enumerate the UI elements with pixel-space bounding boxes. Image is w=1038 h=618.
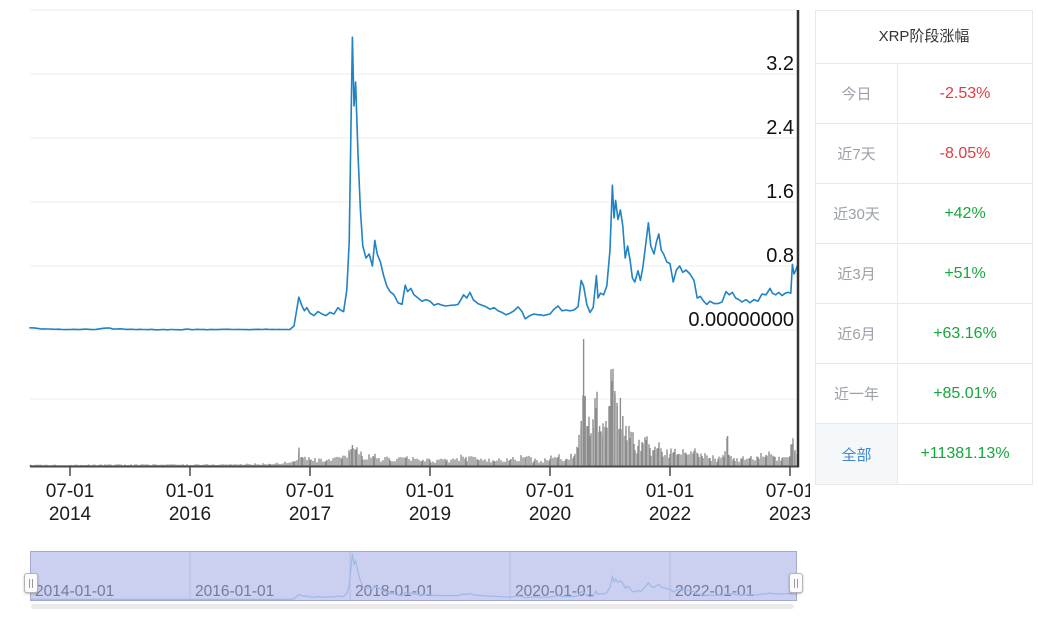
period-row[interactable]: 今日 -2.53%	[816, 64, 1032, 124]
x-tick-label: 2019	[409, 504, 451, 525]
period-row[interactable]: 近7天 -8.05%	[816, 124, 1032, 184]
x-tick-label: 2020	[529, 504, 571, 525]
period-label: 近30天	[816, 184, 898, 243]
period-row[interactable]: 全部 +11381.13%	[816, 424, 1032, 484]
x-tick-label: 2016	[169, 504, 211, 525]
volume-bars	[29, 339, 798, 466]
period-label: 全部	[816, 424, 898, 484]
y-tick-label: 3.2	[766, 53, 794, 75]
period-change-value: +85.01%	[933, 384, 997, 402]
x-tick-label: 2023	[769, 504, 810, 525]
navigator-date-label: 2014-01-01	[35, 583, 114, 600]
period-change-value: +63.16%	[933, 324, 997, 342]
period-row[interactable]: 近一年 +85.01%	[816, 364, 1032, 424]
period-change-value: +11381.13%	[920, 445, 1010, 462]
y-tick-label: 1.6	[766, 181, 794, 203]
x-tick-label: 01-01	[166, 481, 215, 502]
period-label: 近3月	[816, 244, 898, 303]
period-label: 近一年	[816, 364, 898, 423]
y-tick-label: 0.00000000	[688, 309, 794, 331]
price-line	[29, 36, 798, 331]
y-tick-label: 2.4	[766, 117, 794, 139]
period-change-value: -2.53%	[939, 84, 991, 102]
grip-icon	[29, 578, 30, 588]
grip-icon	[797, 578, 798, 588]
stage-gain-panel: XRP阶段涨幅 今日 -2.53% 近7天 -8.05% 近30天 +42% 近…	[815, 10, 1033, 485]
x-tick-label: 2017	[289, 504, 331, 525]
price-volume-chart[interactable]: 07-01201401-01201607-01201701-01201907-0…	[0, 0, 810, 545]
x-tick-label: 2022	[649, 504, 691, 525]
navigator-date-label: 2022-01-01	[675, 583, 754, 600]
navigator-mini-chart: 2014-01-01 2016-01-01 2018-01-01 2020-01-01…	[31, 552, 796, 600]
x-tick-label: 2014	[49, 504, 92, 525]
panel-title: XRP阶段涨幅	[816, 11, 1032, 64]
period-change-value: +42%	[944, 204, 986, 222]
navigator[interactable]: 2014-01-01 2016-01-01 2018-01-01 2020-01-01…	[24, 551, 803, 601]
x-tick-label: 01-01	[646, 481, 695, 502]
period-label: 今日	[816, 64, 898, 123]
grip-icon	[794, 578, 795, 588]
period-label: 近7天	[816, 124, 898, 183]
grip-icon	[32, 578, 33, 588]
navigator-price-line	[31, 553, 796, 600]
period-change-value: +51%	[944, 264, 986, 282]
x-tick-label: 07-01	[766, 481, 810, 502]
x-tick-label: 07-01	[526, 481, 575, 502]
period-row[interactable]: 近3月 +51%	[816, 244, 1032, 304]
x-tick-label: 01-01	[406, 481, 455, 502]
period-row[interactable]: 近6月 +63.16%	[816, 304, 1032, 364]
y-tick-label: 0.8	[766, 245, 794, 267]
period-row[interactable]: 近30天 +42%	[816, 184, 1032, 244]
navigator-right-handle[interactable]	[789, 573, 803, 593]
x-tick-label: 07-01	[46, 481, 95, 502]
panel-rows: 今日 -2.53% 近7天 -8.05% 近30天 +42% 近3月 +51% …	[816, 64, 1032, 484]
period-label: 近6月	[816, 304, 898, 363]
navigator-date-label: 2016-01-01	[195, 583, 274, 600]
navigator-left-handle[interactable]	[24, 573, 38, 593]
x-tick-label: 07-01	[286, 481, 335, 502]
period-change-value: -8.05%	[939, 144, 991, 162]
navigator-scrollbar[interactable]	[31, 604, 794, 609]
navigator-date-label: 2018-01-01	[355, 583, 434, 600]
